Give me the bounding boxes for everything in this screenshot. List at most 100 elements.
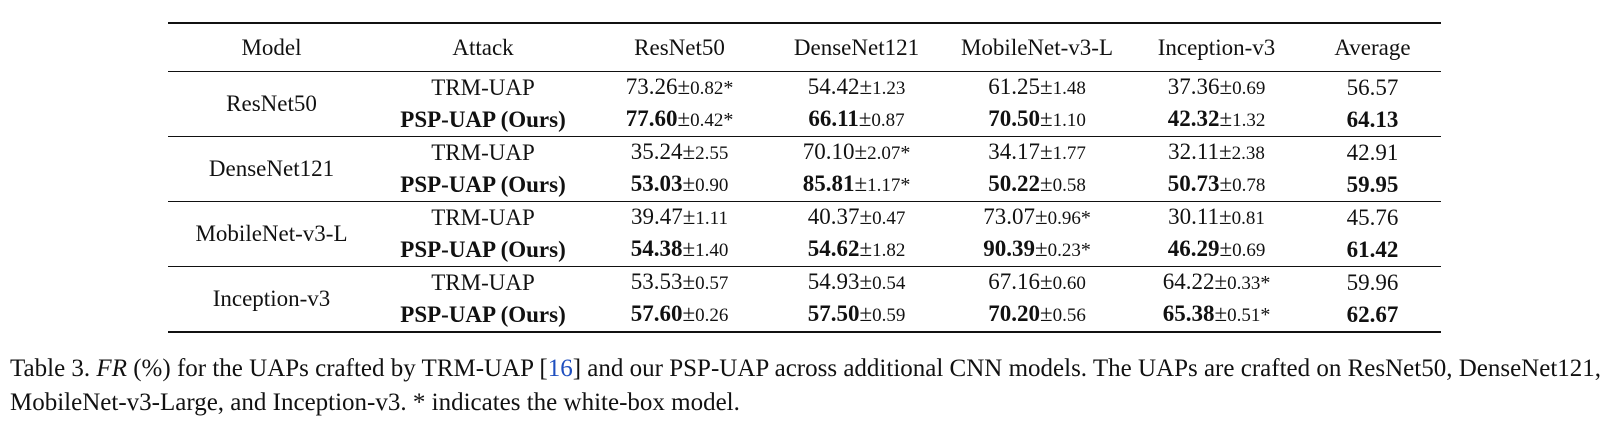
std-value: 1.48	[1052, 78, 1086, 99]
fooling-rate-cell: 53.03±0.90	[591, 169, 768, 202]
mean-value: 53.03	[630, 171, 683, 196]
plus-minus-symbol: ±	[682, 139, 696, 164]
std-value: 0.59	[872, 305, 906, 326]
model-name-cell: ResNet50	[226, 91, 317, 116]
attack-name-cell: TRM-UAP	[431, 205, 535, 230]
fooling-rate-cell: 35.24±2.55	[591, 137, 768, 170]
white-box-marker: *	[723, 77, 734, 99]
column-header: Model	[241, 34, 302, 60]
plus-minus-symbol: ±	[1039, 74, 1053, 99]
mean-value: 61.25	[988, 74, 1040, 99]
model-group: DenseNet121 TRM-UAP 35.24±2.55 70.10±2.07* 3…	[168, 137, 1441, 202]
white-box-marker: *	[1080, 207, 1091, 229]
average-cell: 56.57	[1346, 75, 1399, 100]
fooling-rate-cell: 57.50±0.59	[768, 299, 945, 332]
fooling-rate-cell: 39.47±1.11	[591, 202, 768, 235]
fooling-rate-cell: 50.22±0.58	[945, 169, 1129, 202]
std-value: 0.60	[1052, 273, 1086, 294]
plus-minus-symbol: ±	[1214, 269, 1228, 294]
fooling-rate-cell: 61.25±1.48	[945, 72, 1129, 105]
results-table: Model Attack ResNet50 DenseNet121 MobileNet-…	[168, 22, 1441, 333]
citation-link[interactable]: 16	[547, 355, 573, 382]
fooling-rate-cell: 54.38±1.40	[591, 234, 768, 267]
column-header: Attack	[452, 34, 514, 60]
plus-minus-symbol: ±	[1039, 106, 1053, 131]
average-cell: 45.76	[1346, 205, 1399, 230]
fooling-rate-cell: 77.60±0.42*	[591, 104, 768, 137]
white-box-marker: *	[723, 109, 734, 131]
attack-name-cell: TRM-UAP	[431, 75, 535, 100]
fooling-rate-cell: 54.42±1.23	[768, 72, 945, 105]
attack-name-cell: PSP-UAP (Ours)	[400, 107, 566, 132]
plus-minus-symbol: ±	[677, 74, 691, 99]
std-value: 2.38	[1231, 143, 1265, 164]
std-value: 0.69	[1232, 78, 1266, 99]
std-value: 1.82	[872, 240, 906, 261]
fooling-rate-cell: 40.37±0.47	[768, 202, 945, 235]
fooling-rate-cell: 64.22±0.33*	[1129, 267, 1304, 300]
std-value: 0.56	[1052, 305, 1086, 326]
mean-value: 34.17	[988, 139, 1040, 164]
average-cell: 61.42	[1346, 237, 1399, 262]
fooling-rate-cell: 50.73±0.78	[1129, 169, 1304, 202]
table-row: PSP-UAP (Ours) 54.38±1.40 54.62±1.82 90.39±…	[168, 234, 1441, 267]
average-cell: 59.96	[1346, 270, 1399, 295]
plus-minus-symbol: ±	[858, 106, 872, 131]
attack-name-cell: PSP-UAP (Ours)	[400, 237, 566, 262]
average-cell: 64.13	[1346, 107, 1399, 132]
attack-name-cell: PSP-UAP (Ours)	[400, 302, 566, 327]
plus-minus-symbol: ±	[854, 171, 868, 196]
mean-value: 67.16	[988, 269, 1040, 294]
plus-minus-symbol: ±	[1039, 269, 1053, 294]
mean-value: 46.29	[1167, 236, 1220, 261]
std-value: 1.10	[1052, 110, 1086, 131]
plus-minus-symbol: ±	[682, 269, 696, 294]
fooling-rate-cell: 65.38±0.51*	[1129, 299, 1304, 332]
fooling-rate-cell: 54.93±0.54	[768, 267, 945, 300]
average-cell: 62.67	[1346, 302, 1399, 327]
table-row: ResNet50 TRM-UAP 73.26±0.82* 54.42±1.23 61.2…	[168, 72, 1441, 116]
mean-value: 57.50	[807, 301, 860, 326]
plus-minus-symbol: ±	[1219, 204, 1232, 229]
mean-value: 42.32	[1167, 106, 1220, 131]
mean-value: 53.53	[630, 269, 683, 294]
mean-value: 85.81	[802, 171, 855, 196]
header-row: Model Attack ResNet50 DenseNet121 MobileNet-…	[168, 23, 1441, 72]
fooling-rate-cell: 73.26±0.82*	[591, 72, 768, 105]
plus-minus-symbol: ±	[1034, 236, 1048, 261]
plus-minus-symbol: ±	[859, 74, 873, 99]
fooling-rate-cell: 46.29±0.69	[1129, 234, 1304, 267]
mean-value: 30.11	[1168, 204, 1220, 229]
average-cell: 42.91	[1346, 140, 1399, 165]
plus-minus-symbol: ±	[1219, 106, 1233, 131]
attack-name-cell: TRM-UAP	[431, 270, 535, 295]
plus-minus-symbol: ±	[682, 171, 696, 196]
plus-minus-symbol: ±	[1219, 171, 1233, 196]
fooling-rate-cell: 85.81±1.17*	[768, 169, 945, 202]
mean-value: 57.60	[630, 301, 683, 326]
caption-prefix: Table 3.	[10, 355, 91, 382]
white-box-marker: *	[1260, 272, 1271, 294]
std-value: 1.77	[1052, 143, 1086, 164]
fooling-rate-cell: 70.50±1.10	[945, 104, 1129, 137]
column-header: ResNet50	[634, 34, 725, 60]
std-value: 0.69	[1232, 240, 1266, 261]
mean-value: 54.42	[807, 74, 860, 99]
column-header: MobileNet-v3-L	[960, 34, 1113, 60]
std-value: 0.58	[1052, 175, 1086, 196]
caption-text-1: (%) for the UAPs crafted by TRM-UAP [	[133, 355, 548, 382]
std-value: 0.78	[1232, 175, 1266, 196]
std-value: 1.11	[695, 208, 728, 229]
std-value: 0.87	[871, 110, 905, 131]
plus-minus-symbol: ±	[854, 139, 868, 164]
plus-minus-symbol: ±	[859, 236, 873, 261]
column-header: Average	[1334, 34, 1411, 60]
std-value: 1.23	[872, 78, 906, 99]
mean-value: 50.22	[988, 171, 1040, 196]
std-value: 0.26	[695, 305, 729, 326]
fooling-rate-cell: 73.07±0.96*	[945, 202, 1129, 235]
model-name-cell: MobileNet-v3-L	[195, 221, 348, 246]
plus-minus-symbol: ±	[682, 236, 696, 261]
fooling-rate-cell: 70.20±0.56	[945, 299, 1129, 332]
std-value: 0.57	[695, 273, 729, 294]
